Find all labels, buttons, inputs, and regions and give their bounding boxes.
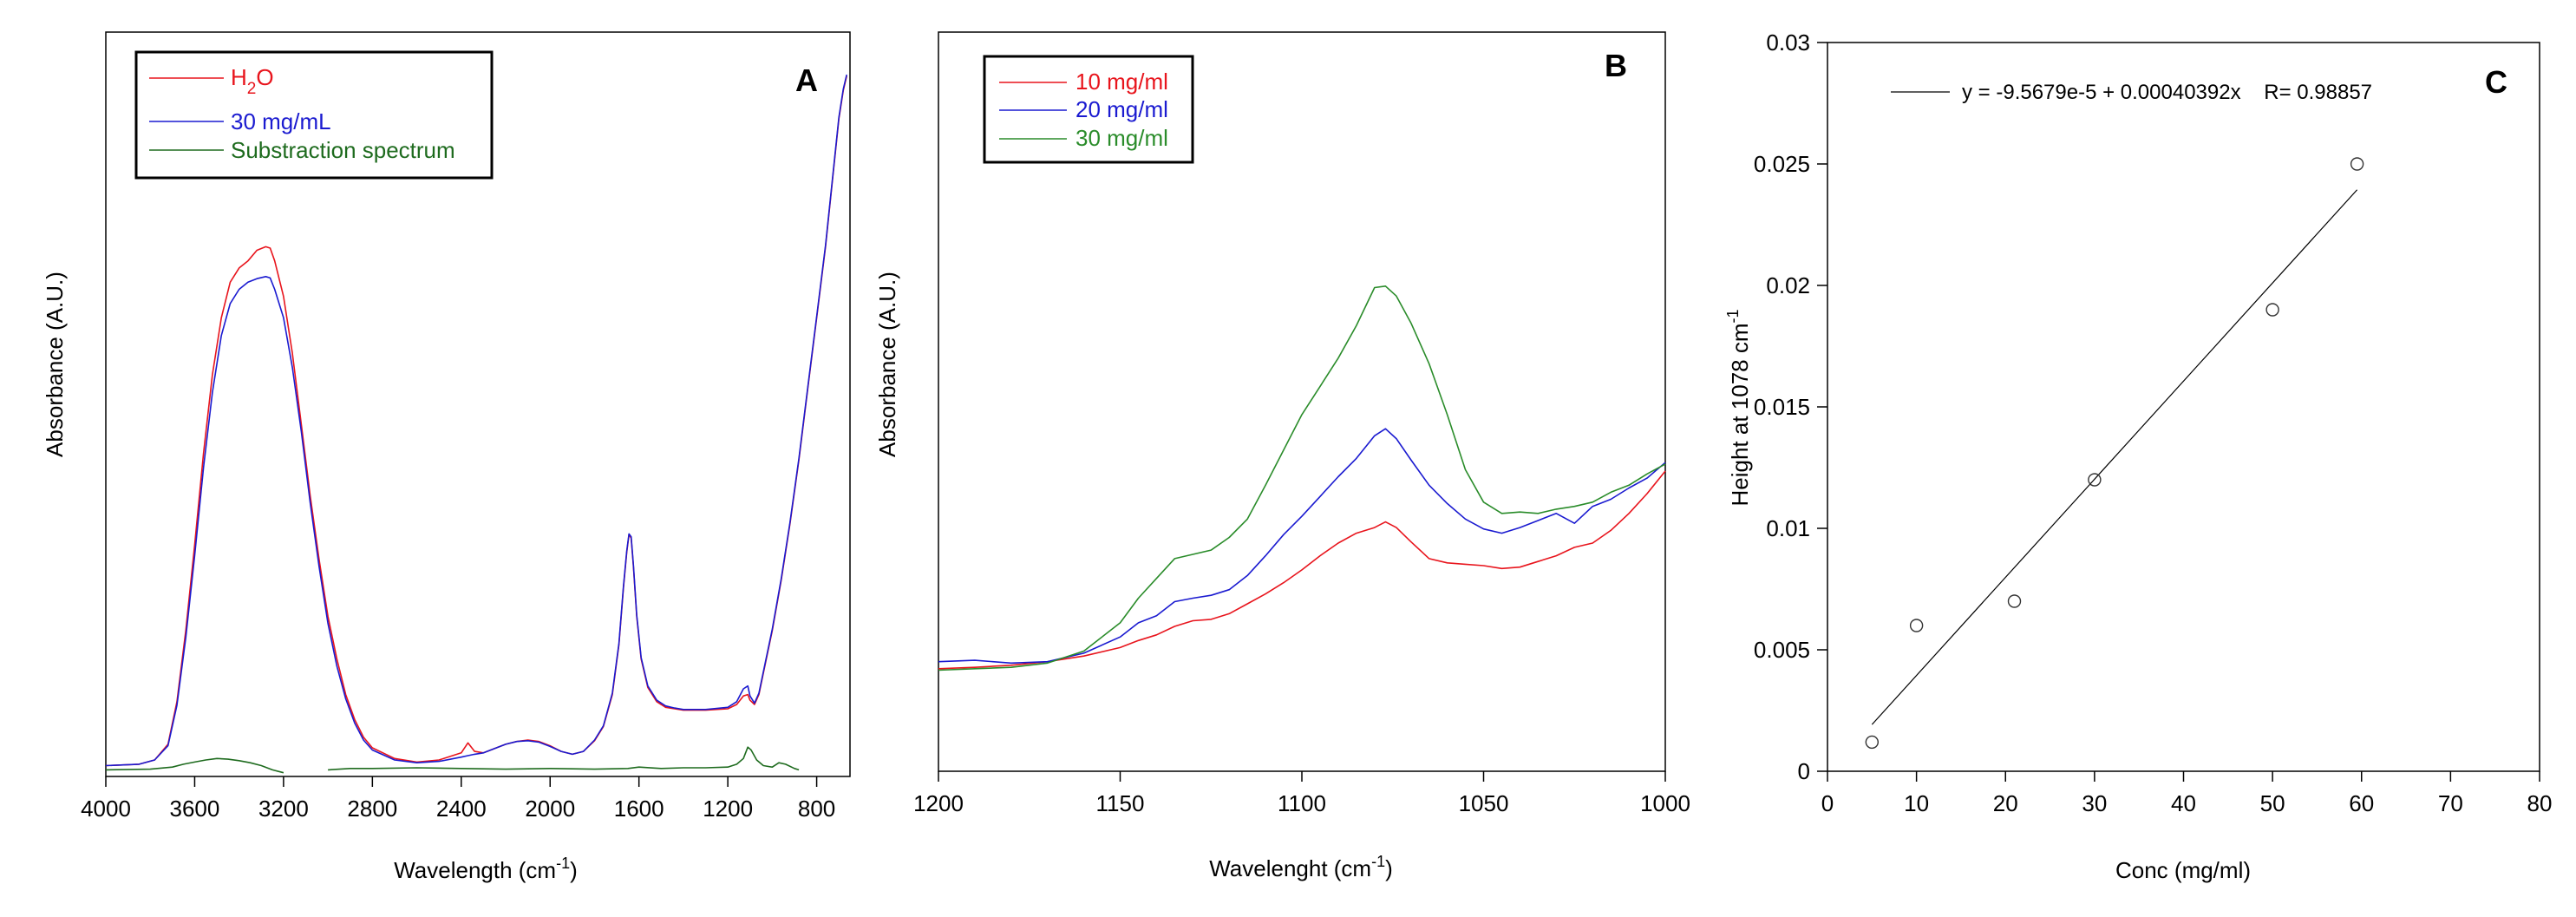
panel-c-y-label-sup: -1 <box>1724 309 1742 323</box>
panel-c-x-tick-label: 10 <box>1904 790 1929 816</box>
panel-a-x-tick-label: 2400 <box>436 796 487 822</box>
legend-label-10mg: 10 mg/ml <box>1076 69 1168 95</box>
panel-a-series <box>105 74 847 774</box>
panel-c-fit <box>1871 189 2358 725</box>
panel-c-y-tick-label: 0.025 <box>1754 151 1810 177</box>
panel-a-x-tick-label: 800 <box>798 796 835 822</box>
panel-a-x-ticks: 4000 3600 3200 2800 2400 2000 1600 1200 800 <box>81 776 835 822</box>
panel-a-x-tick-label: 3200 <box>258 796 309 822</box>
panel-c-y-tick-label: 0.03 <box>1766 29 1810 56</box>
panel-c-x-label: Conc (mg/ml) <box>2115 857 2251 883</box>
panel-b-x-label-end: ) <box>1385 855 1393 881</box>
panel-a-x-label-main: Wavelength (cm <box>394 857 556 883</box>
panel-c: 0 10 20 30 40 50 60 70 80 0 0.005 0.01 0.015 0.02 0.02… <box>1724 29 2552 883</box>
panel-c-plot-frame <box>1827 42 2540 772</box>
panel-a-series-line-2 <box>105 746 800 774</box>
panel-b-x-tick-label: 1150 <box>1096 790 1145 816</box>
panel-c-x-tick-label: 50 <box>2260 790 2285 816</box>
panel-c-x-tick-label: 60 <box>2349 790 2374 816</box>
panel-b-x-tick-label: 1050 <box>1459 790 1509 816</box>
panel-b-series-line-0 <box>938 470 1666 670</box>
fit-equation: y = -9.5679e-5 + 0.00040392x R= 0.98857 <box>1962 81 2372 104</box>
panel-b-x-tick-label: 1100 <box>1278 790 1326 816</box>
panel-b-letter: B <box>1605 48 1627 83</box>
panel-b-x-tick-label: 1000 <box>1640 790 1690 816</box>
data-point <box>2088 473 2102 487</box>
legend-label-30mg: 30 mg/mL <box>231 108 331 134</box>
panel-b-y-label: Absorbance (A.U.) <box>874 272 900 457</box>
panel-b-x-label-sup: -1 <box>1371 853 1385 870</box>
panel-c-x-tick-label: 20 <box>1993 790 2018 816</box>
panel-a-x-tick-label: 2800 <box>347 796 397 822</box>
panel-a-x-tick-label: 1600 <box>614 796 664 822</box>
panel-a-x-tick-label: 3600 <box>170 796 220 822</box>
panel-b-x-ticks: 1200 1150 1100 1050 1000 <box>913 771 1690 816</box>
panel-a-series-line-1 <box>105 74 847 767</box>
panel-a-y-label: Absorbance (A.U.) <box>42 272 68 457</box>
panel-c-y-tick-label: 0 <box>1798 758 1810 784</box>
data-point <box>1865 735 1880 750</box>
panel-a-x-tick-label: 4000 <box>81 796 131 822</box>
panel-a-x-label: Wavelength (cm-1) <box>394 855 578 883</box>
panel-b: 1200 1150 1100 1050 1000 B 10 mg/ml 20 mg/ml… <box>874 31 1690 881</box>
panel-c-x-tick-label: 0 <box>1821 790 1834 816</box>
panel-c-x-tick-label: 40 <box>2171 790 2196 816</box>
panel-c-y-tick-label: 0.015 <box>1754 394 1810 420</box>
panel-b-series <box>938 285 1666 671</box>
panel-a-x-tick-label: 1200 <box>703 796 753 822</box>
panel-b-legend-box <box>983 55 1194 164</box>
panel-c-letter: C <box>2485 64 2507 100</box>
panel-c-x-tick-label: 80 <box>2527 790 2553 816</box>
legend-h2o-o: O <box>256 64 273 90</box>
panel-b-legend: 10 mg/ml 20 mg/ml 30 mg/ml <box>983 55 1194 164</box>
panel-a-legend-box <box>134 50 494 180</box>
panel-b-x-label-main: Wavelenght (cm <box>1209 855 1371 881</box>
panel-a-legend: H2O 30 mg/mL Substraction spectrum <box>134 50 494 180</box>
data-point <box>2350 157 2364 171</box>
data-point <box>1909 619 1924 632</box>
legend-label-subtraction: Substraction spectrum <box>231 137 455 163</box>
panel-b-series-line-1 <box>938 428 1666 665</box>
panel-c-x-tick-label: 30 <box>2082 790 2107 816</box>
panel-c-y-tick-label: 0.02 <box>1766 272 1810 298</box>
panel-a: 4000 3600 3200 2800 2400 2000 1600 1200 800 A H2… <box>42 31 851 883</box>
panel-c-y-tick-label: 0.01 <box>1766 515 1810 541</box>
panel-b-x-tick-label: 1200 <box>913 790 964 816</box>
panel-c-x-tick-label: 70 <box>2438 790 2463 816</box>
panel-c-y-label-main: Height at 1078 cm <box>1727 324 1753 507</box>
legend-label-20mg: 20 mg/ml <box>1076 96 1168 122</box>
panel-a-x-tick-label: 2000 <box>525 796 575 822</box>
regression-line <box>1871 189 2358 725</box>
data-point <box>2265 303 2279 317</box>
panel-c-axes: 0 10 20 30 40 50 60 70 80 0 0.005 0.01 0.015 0.02 0.02… <box>1754 29 2553 816</box>
panel-a-x-label-end: ) <box>570 857 578 883</box>
legend-h2o-h: H <box>231 64 247 90</box>
legend-label-h2o: H2O <box>231 64 274 98</box>
panel-b-x-label: Wavelenght (cm-1) <box>1209 853 1393 881</box>
panel-a-x-label-sup: -1 <box>556 855 570 872</box>
panel-a-letter: A <box>795 62 818 98</box>
legend-label-30mg-b: 30 mg/ml <box>1076 125 1168 151</box>
legend-h2o-sub: 2 <box>247 80 257 98</box>
data-point <box>2007 594 2022 608</box>
panel-c-y-tick-label: 0.005 <box>1754 637 1810 663</box>
panel-b-series-line-2 <box>938 285 1666 671</box>
panel-c-y-label: Height at 1078 cm-1 <box>1724 309 1753 506</box>
panel-c-points <box>1865 157 2364 750</box>
